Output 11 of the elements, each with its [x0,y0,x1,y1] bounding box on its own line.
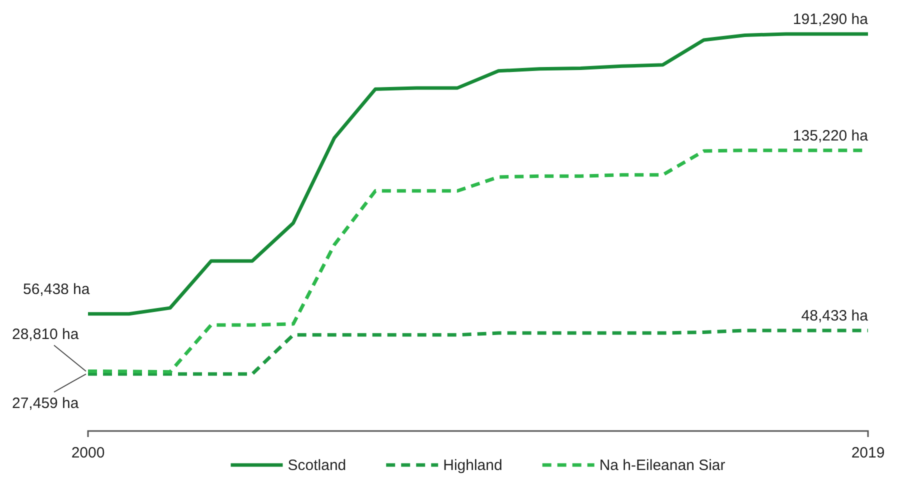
x-tick-label: 2019 [851,444,885,462]
data-label: 48,433 ha [801,307,869,324]
data-label: 28,810 ha [12,326,80,344]
data-label: 191,290 ha [792,11,869,28]
legend-label: Highland [443,457,502,474]
data-label: 56,438 ha [23,280,90,298]
legend-label: Scotland [288,457,346,474]
legend-label: Na h-Eileanan Siar [599,457,726,474]
data-label: 135,220 ha [792,127,869,144]
data-label: 27,459 ha [12,395,80,412]
x-tick-label: 2000 [71,444,105,462]
